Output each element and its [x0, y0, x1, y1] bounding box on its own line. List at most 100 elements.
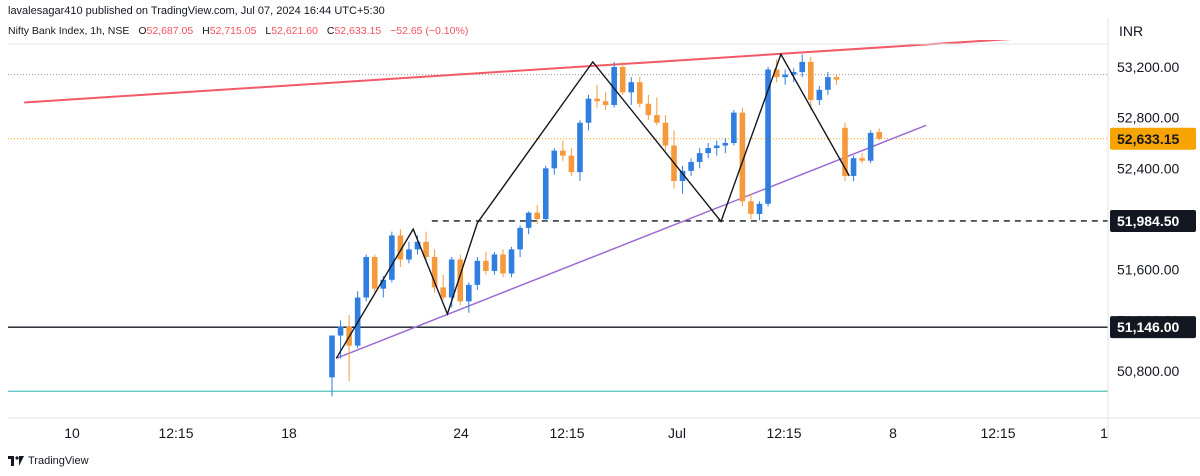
y-tick-label: 52,400.00 [1117, 160, 1179, 176]
candle-body[interactable] [628, 82, 635, 93]
candle-body[interactable] [645, 103, 652, 116]
candle-body[interactable] [500, 254, 506, 274]
candle-body[interactable] [551, 150, 558, 169]
currency-label[interactable]: INR [1119, 23, 1144, 39]
candle-body[interactable] [466, 284, 472, 302]
candle-body[interactable] [560, 150, 566, 156]
zigzag-pattern[interactable] [335, 52, 850, 359]
symbol-label[interactable]: Nifty Bank Index, 1h, NSE [8, 25, 130, 37]
candle-body[interactable] [842, 127, 848, 176]
footer: TradingView [8, 455, 89, 467]
candle-body[interactable] [440, 287, 446, 298]
y-tick-label: 52,800.00 [1117, 110, 1179, 126]
candle-body[interactable] [867, 132, 874, 161]
candle-body[interactable] [731, 112, 737, 143]
candle-body[interactable] [611, 67, 617, 105]
candle-body[interactable] [568, 155, 575, 173]
footer-brand: TradingView [28, 455, 89, 467]
candle-body[interactable] [448, 259, 455, 298]
candle-body[interactable] [876, 131, 882, 139]
candle-body[interactable] [825, 77, 831, 90]
candle-body[interactable] [808, 61, 814, 100]
candle-body[interactable] [329, 335, 335, 378]
y-tick-label: 53,200.00 [1117, 59, 1179, 75]
x-tick-label: 10 [64, 425, 80, 441]
x-tick-label: 12:15 [549, 425, 584, 441]
price-badge-label: 51,146.00 [1117, 319, 1179, 335]
price-badge [1110, 316, 1196, 339]
candle-body[interactable] [748, 201, 754, 214]
x-tick-label: 12:15 [158, 425, 193, 441]
candle-body[interactable] [799, 61, 806, 73]
candle-body[interactable] [431, 257, 438, 288]
candle-body[interactable] [517, 227, 523, 250]
candle-body[interactable] [816, 89, 823, 100]
candle-body[interactable] [397, 235, 404, 260]
price-badge-label: 52,633.15 [1117, 131, 1179, 147]
open-value: 52,687.05 [146, 25, 194, 37]
candle-body[interactable] [491, 254, 498, 271]
candle-body[interactable] [739, 112, 746, 202]
candle-body[interactable] [696, 153, 703, 162]
candle-body[interactable] [705, 148, 711, 154]
trendline-resistance[interactable] [24, 36, 1059, 104]
high-label: H [202, 25, 210, 37]
candle-body[interactable] [474, 260, 481, 285]
low-value: 52,621.60 [271, 25, 318, 37]
candle-body[interactable] [859, 158, 865, 161]
candle-body[interactable] [662, 122, 669, 146]
candle-body[interactable] [371, 257, 378, 289]
candle-body[interactable] [585, 98, 592, 123]
price-badge [1110, 127, 1196, 150]
candle-body[interactable] [389, 235, 395, 280]
candle-body[interactable] [423, 241, 429, 257]
candle-body[interactable] [483, 260, 489, 271]
y-tick-label: 50,800.00 [1117, 363, 1179, 379]
candle-body[interactable] [380, 279, 387, 289]
candle-body[interactable] [525, 212, 532, 228]
tradingview-logo-icon [8, 456, 24, 466]
candle-body[interactable] [363, 257, 369, 298]
candle-body[interactable] [619, 67, 626, 93]
candle-body[interactable] [688, 162, 694, 171]
candle-body[interactable] [508, 249, 515, 274]
candle-body[interactable] [833, 77, 840, 80]
y-tick-label: 51,600.00 [1117, 262, 1179, 278]
change-value: −52.65 (−0.10%) [390, 25, 469, 37]
candle-body[interactable] [850, 158, 857, 176]
close-label: C [326, 25, 335, 37]
candle-body[interactable] [679, 170, 686, 181]
candle-body[interactable] [602, 101, 609, 105]
x-tick-label: 1 [1100, 425, 1108, 441]
candle-body[interactable] [337, 326, 344, 336]
trendline-rising-support[interactable] [335, 124, 927, 360]
x-tick-label: 12:15 [766, 425, 801, 441]
candle-body[interactable] [534, 212, 540, 219]
candle-body[interactable] [654, 115, 660, 123]
candle-body[interactable] [790, 72, 797, 75]
candle-body[interactable] [713, 145, 720, 149]
x-tick-label: 8 [889, 425, 897, 441]
x-tick-label: 24 [453, 425, 469, 441]
price-badge [1110, 209, 1196, 232]
candle-body[interactable] [542, 168, 549, 219]
candle-body[interactable] [577, 122, 583, 173]
candle-body[interactable] [414, 241, 421, 250]
candle-body[interactable] [637, 82, 643, 104]
high-value: 52,715.05 [209, 25, 257, 37]
close-value: 52,633.15 [334, 25, 382, 37]
publish-line: lavalesagar410 published on TradingView.… [8, 5, 385, 17]
candle-body[interactable] [594, 98, 600, 102]
candle-body[interactable] [756, 203, 763, 214]
price-badge-label: 51,984.50 [1117, 213, 1179, 229]
candle-body[interactable] [722, 143, 729, 146]
candle-body[interactable] [457, 259, 464, 302]
open-label: O [138, 25, 147, 37]
ohlc-legend: Nifty Bank Index, 1h, NSE O52,687.05 H52… [8, 25, 468, 37]
candle-body[interactable] [782, 74, 788, 78]
candle-body[interactable] [773, 69, 780, 78]
candle-body[interactable] [406, 249, 412, 260]
candle-body[interactable] [765, 69, 771, 204]
